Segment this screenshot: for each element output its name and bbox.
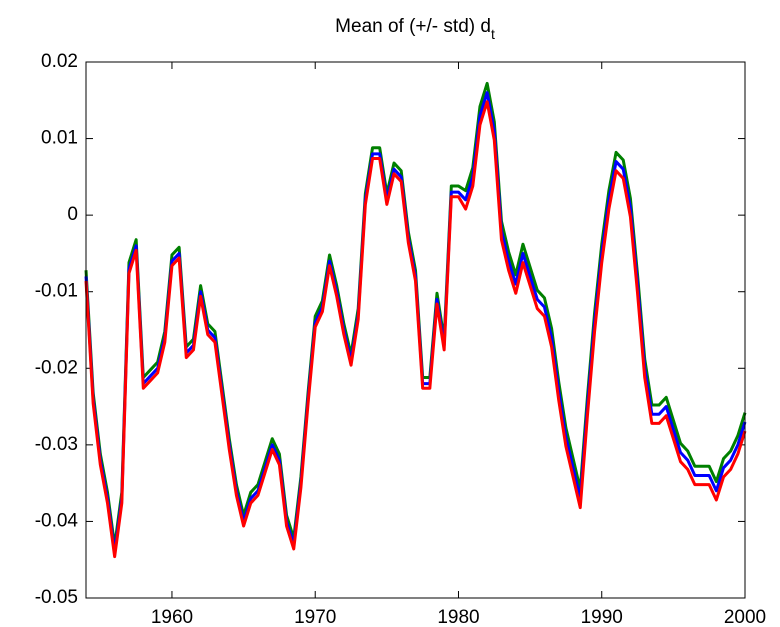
y-tick-label: 0.02: [41, 51, 78, 72]
x-tick-label: 2000: [724, 607, 766, 627]
y-tick-label: 0.01: [41, 128, 78, 149]
y-tick-label: -0.05: [35, 587, 78, 608]
y-tick-label: 0: [67, 204, 78, 225]
axes-box: [85, 61, 746, 599]
chart-title: Mean of (+/- std) dt: [335, 16, 495, 42]
title-subscript: t: [491, 26, 495, 42]
title-text: Mean of (+/- std) d: [335, 16, 491, 37]
x-tick-label: 1980: [437, 607, 479, 627]
y-tick-label: -0.02: [35, 357, 78, 378]
x-tick-label: 1990: [581, 607, 623, 627]
x-tick-label: 1960: [151, 607, 193, 627]
series-line: [84, 100, 747, 559]
y-tick-label: -0.04: [35, 510, 79, 531]
y-tick-label: -0.03: [35, 434, 78, 455]
x-tick-label: 1970: [294, 607, 336, 627]
y-tick-label: -0.01: [35, 281, 78, 302]
